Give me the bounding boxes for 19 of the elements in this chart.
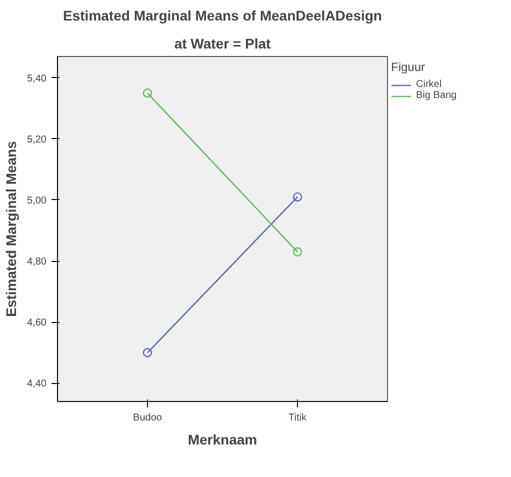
y-tick-label: 4,60: [27, 318, 47, 329]
y-tick-label: 5,20: [27, 134, 47, 146]
legend-label: Cirkel: [416, 79, 442, 90]
legend-label: Big Bang: [416, 90, 457, 101]
point: [142, 348, 152, 358]
x-tick-label: Titik: [288, 412, 308, 424]
chart-title: Estimated Marginal Means of MeanDeelADesign: [63, 8, 382, 24]
legend-title: Figuur: [391, 60, 426, 74]
y-tick-label: 4,40: [27, 378, 47, 390]
chart-subtitle: at Water = Plat: [174, 36, 272, 52]
y-tick-label: 5,00: [27, 195, 47, 206]
y-tick-label: 4,80: [27, 256, 47, 268]
y-axis-title: Estimated Marginal Means: [3, 140, 20, 317]
point: [292, 247, 302, 256]
x-axis-title: Merknaam: [188, 432, 258, 448]
point: [292, 192, 302, 202]
x-tick-label: Budoo: [133, 412, 162, 424]
point: [142, 88, 152, 98]
y-tick-label: 5,40: [27, 73, 47, 84]
